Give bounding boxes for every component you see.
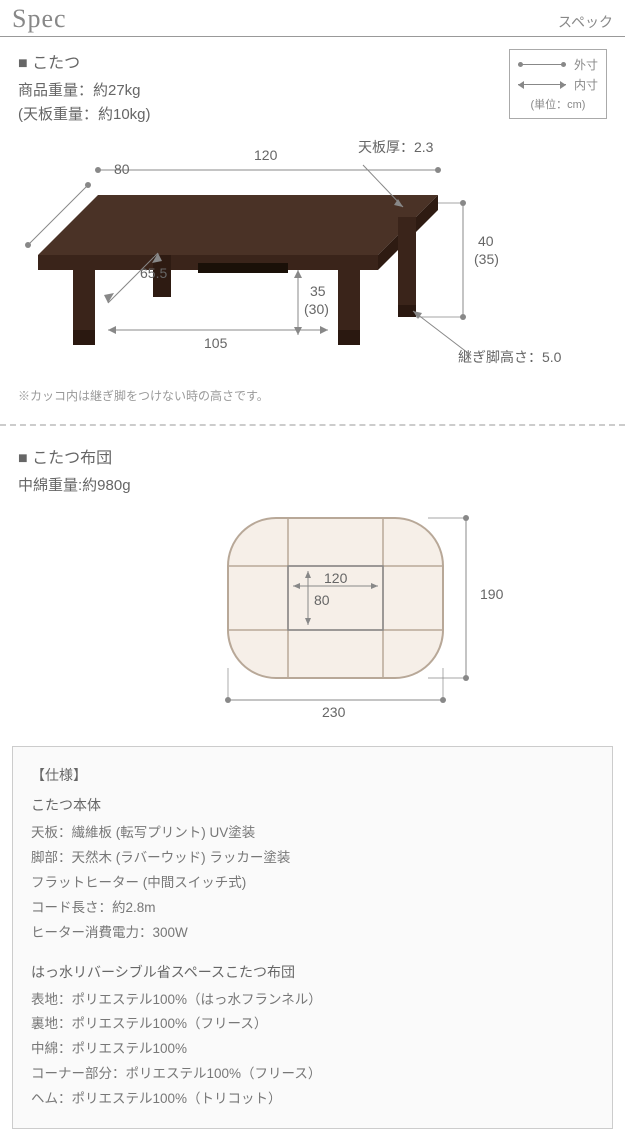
- futon-section: ■ こたつ布団 中綿重量:約980g: [0, 432, 625, 734]
- spec-heading: 【仕様】: [31, 763, 594, 789]
- dim-inner-height: 35: [310, 283, 326, 299]
- futon-title: ■ こたつ布団: [18, 444, 607, 468]
- spec-body-line: フラットヒーター (中間スイッチ式): [31, 871, 594, 896]
- dim-height-alt: (35): [474, 251, 499, 267]
- futon-diagram: 120 80 190 230: [18, 498, 608, 728]
- spec-body-line: 天板：繊維板 (転写プリント) UV塗装: [31, 821, 594, 846]
- dim-depth: 80: [114, 161, 130, 177]
- kotatsu-note: ※カッコ内は継ぎ脚をつけない時の高さです。: [0, 381, 625, 418]
- futon-outer-h: 190: [480, 586, 503, 602]
- futon-outer-w: 230: [322, 704, 345, 720]
- header-title: Spec: [12, 4, 67, 34]
- section-divider: [0, 424, 625, 426]
- spec-futon-line: 裏地：ポリエステル100%（フリース）: [31, 1012, 594, 1037]
- spec-body-line: ヒーター消費電力：300W: [31, 921, 594, 946]
- futon-inner-w: 120: [324, 570, 347, 586]
- legend-outer-icon: [518, 61, 566, 69]
- spec-box: 【仕様】 こたつ本体 天板：繊維板 (転写プリント) UV塗装 脚部：天然木 (…: [12, 746, 613, 1129]
- header-subtitle: スペック: [558, 12, 613, 32]
- dim-inner-width: 105: [204, 335, 227, 351]
- spec-futon-line: 表地：ポリエステル100%（はっ水フランネル）: [31, 988, 594, 1013]
- spec-body-line: コード長さ：約2.8m: [31, 896, 594, 921]
- dim-leg-ext: 継ぎ脚高さ：5.0: [458, 347, 561, 367]
- dim-height: 40: [478, 233, 494, 249]
- dim-inner-height-alt: (30): [304, 301, 329, 317]
- spec-futon-line: コーナー部分：ポリエステル100%（フリース）: [31, 1062, 594, 1087]
- spec-body-line: 脚部：天然木 (ラバーウッド) ラッカー塗装: [31, 846, 594, 871]
- legend-unit: (単位：cm): [518, 96, 598, 112]
- legend-outer-label: 外寸: [574, 56, 598, 73]
- dim-width: 120: [254, 147, 277, 163]
- spec-header: Spec スペック: [0, 0, 625, 37]
- futon-inner-h: 80: [314, 592, 330, 608]
- dim-inner-depth: 65.5: [140, 265, 167, 281]
- spec-futon-line: 中綿：ポリエステル100%: [31, 1037, 594, 1062]
- dimension-legend: 外寸 内寸 (単位：cm): [509, 49, 607, 119]
- futon-weight: 中綿重量:約980g: [18, 474, 607, 498]
- legend-inner-icon: [518, 81, 566, 89]
- kotatsu-diagram: 120 80 天板厚：2.3 40 (35) 65.5 105 35 (30) …: [18, 135, 608, 375]
- kotatsu-section: ■ こたつ 商品重量：約27kg (天板重量：約10kg) 外寸 内寸 (単位：…: [0, 37, 625, 381]
- dim-top-thick: 天板厚：2.3: [358, 137, 433, 157]
- spec-futon-line: ヘム：ポリエステル100%（トリコット）: [31, 1087, 594, 1112]
- legend-inner-label: 内寸: [574, 76, 598, 93]
- spec-futon-title: はっ水リバーシブル省スペースこたつ布団: [31, 960, 594, 986]
- spec-body-title: こたつ本体: [31, 793, 594, 819]
